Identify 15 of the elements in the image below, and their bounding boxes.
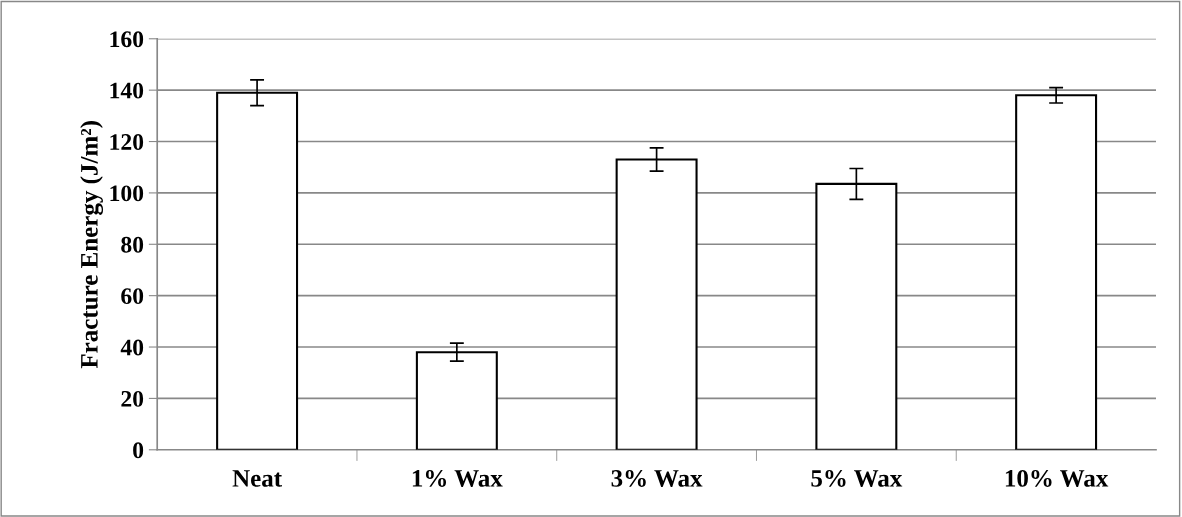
y-axis-title: Fracture Energy (J/m²) xyxy=(80,121,104,369)
x-tick-label: 1% Wax xyxy=(412,469,503,487)
y-tick-label: 100 xyxy=(110,185,144,202)
x-tick-label: 3% Wax xyxy=(611,469,703,487)
x-tick-label: Neat xyxy=(232,470,282,487)
x-tick-label: 10% Wax xyxy=(1005,469,1109,487)
y-tick-label: 60 xyxy=(121,288,144,305)
y-tick-label: 80 xyxy=(121,236,144,253)
y-tick-label: 40 xyxy=(120,339,144,356)
x-tick-label: 5% Wax xyxy=(811,469,903,487)
y-tick-label: 140 xyxy=(110,82,144,99)
y-tick-label: 20 xyxy=(121,390,144,407)
y-tick-label: 160 xyxy=(110,31,144,48)
y-tick-label: 0 xyxy=(133,442,144,459)
y-tick-label: 120 xyxy=(110,134,144,150)
